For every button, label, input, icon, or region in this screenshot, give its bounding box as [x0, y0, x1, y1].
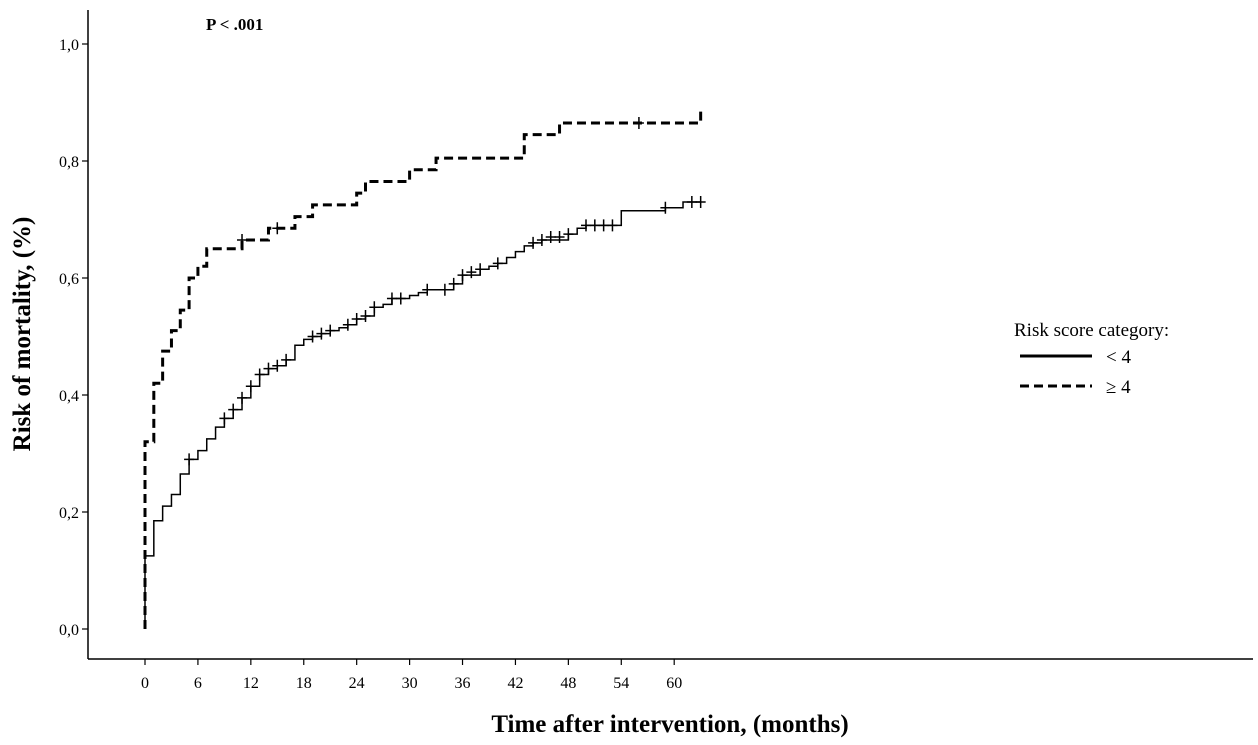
x-axis-title: Time after intervention, (months)	[491, 711, 848, 738]
censor-mark-low-risk	[607, 219, 618, 232]
censor-mark-low-risk	[554, 231, 565, 244]
x-tick-label: 30	[402, 675, 418, 692]
x-tick-label: 54	[613, 675, 629, 692]
censor-mark-low-risk	[237, 391, 248, 404]
y-tick-label: 0,4	[59, 388, 79, 405]
censor-mark-low-risk	[325, 324, 336, 337]
x-tick-label: 6	[194, 675, 202, 692]
y-tick-label: 0,2	[59, 505, 79, 522]
axes	[87, 10, 1253, 660]
censor-mark-low-risk	[184, 453, 195, 466]
censor-mark-low-risk	[422, 283, 433, 296]
censor-mark-low-risk	[466, 266, 477, 279]
x-tick-label: 42	[507, 675, 523, 692]
x-tick-label: 36	[455, 675, 471, 692]
y-tick-label: 0,8	[59, 154, 79, 171]
x-tick-label: 18	[296, 675, 312, 692]
x-tick-label: 48	[560, 675, 576, 692]
censor-mark-low-risk	[695, 195, 706, 208]
censor-mark-low-risk	[589, 219, 600, 232]
censor-mark-low-risk	[228, 403, 239, 416]
x-tick-label: 0	[141, 675, 149, 692]
censor-mark-high-risk	[633, 116, 644, 129]
legend-title: Risk score category:	[1014, 320, 1169, 341]
censor-mark-low-risk	[342, 318, 353, 331]
censor-mark-low-risk	[316, 327, 327, 340]
censor-mark-low-risk	[581, 219, 591, 232]
censor-mark-low-risk	[686, 195, 697, 208]
censor-mark-low-risk	[448, 277, 459, 290]
censor-mark-low-risk	[369, 301, 380, 314]
censor-mark-low-risk	[563, 228, 574, 241]
censor-mark-low-risk	[492, 257, 503, 270]
y-tick-label: 0,6	[59, 271, 79, 288]
legend-entry-low: < 4	[1106, 347, 1131, 368]
censor-mark-low-risk	[254, 368, 265, 381]
series-high-risk-line	[143, 109, 706, 629]
x-tick-label: 24	[349, 675, 365, 692]
y-ticks: 0,0 0,2 0,4 0,6 0,8 1,0	[59, 37, 88, 639]
series-low-risk-line	[144, 201, 701, 629]
censor-mark-low-risk	[439, 283, 450, 296]
censor-mark-low-risk	[660, 201, 671, 214]
p-value-annotation: P < .001	[206, 15, 263, 34]
x-tick-label: 60	[666, 675, 682, 692]
legend: Risk score category: < 4 ≥ 4	[1014, 320, 1169, 398]
x-tick-label: 12	[243, 675, 259, 692]
censor-mark-low-risk	[272, 359, 283, 372]
censor-mark-low-risk	[395, 292, 406, 305]
censor-mark-low-risk	[457, 269, 468, 282]
y-axis-title: Risk of mortality, (%)	[9, 217, 36, 452]
y-tick-label: 1,0	[59, 37, 79, 54]
censor-mark-low-risk	[307, 330, 318, 343]
series-layer	[143, 109, 706, 629]
censor-mark-high-risk	[237, 233, 248, 246]
censor-mark-low-risk	[536, 233, 547, 246]
censor-mark-low-risk	[351, 312, 362, 325]
censor-mark-low-risk	[598, 219, 609, 232]
censor-mark-low-risk	[545, 231, 556, 244]
censor-mark-low-risk	[528, 236, 539, 249]
y-tick-label: 0,0	[59, 622, 79, 639]
censor-mark-low-risk	[386, 292, 397, 305]
censor-mark-low-risk	[245, 380, 256, 393]
censor-mark-low-risk	[281, 353, 292, 366]
censor-mark-low-risk	[360, 310, 371, 323]
legend-entry-high: ≥ 4	[1106, 377, 1131, 398]
x-ticks: 0 6 12 18 24 30 36 42 48 54 60	[141, 659, 682, 692]
censor-mark-low-risk	[219, 412, 230, 425]
censor-mark-low-risk	[263, 362, 274, 375]
censor-mark-high-risk	[272, 222, 283, 235]
censor-mark-low-risk	[475, 263, 486, 276]
